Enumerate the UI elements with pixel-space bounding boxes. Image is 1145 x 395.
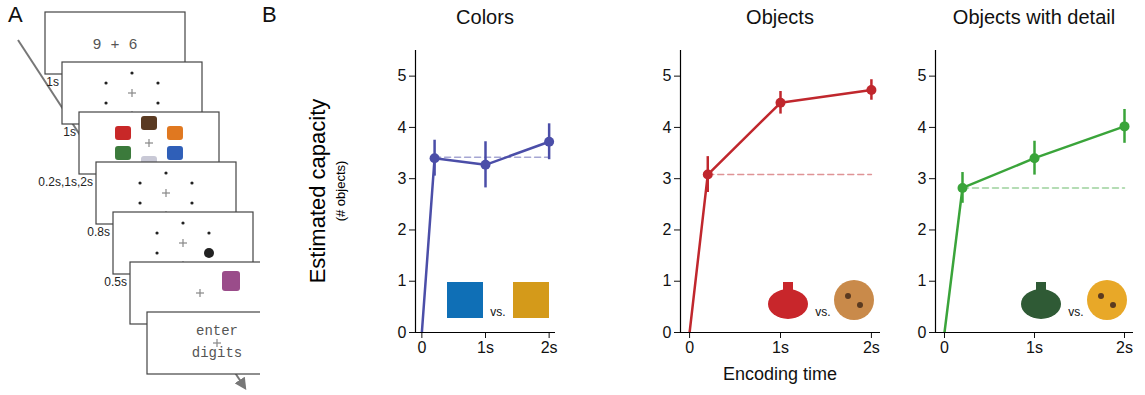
svg-text:1: 1	[918, 272, 927, 289]
html-text:A: A	[8, 2, 23, 27]
svg-text:2s: 2s	[863, 339, 880, 356]
svg-text:vs.: vs.	[490, 305, 505, 319]
svg-text:9 + 6: 9 + 6	[92, 37, 137, 54]
html-text:(# objects): (# objects)	[333, 160, 348, 222]
svg-text:1s: 1s	[772, 339, 789, 356]
svg-text:1: 1	[398, 272, 407, 289]
svg-text:1s: 1s	[46, 75, 59, 89]
svg-text:5: 5	[663, 67, 672, 84]
svg-text:0.2s,1s,2s: 0.2s,1s,2s	[38, 175, 93, 189]
svg-text:digits: digits	[192, 345, 242, 361]
svg-text:0: 0	[918, 324, 927, 341]
svg-text:4: 4	[663, 119, 672, 136]
svg-text:5: 5	[398, 67, 407, 84]
html-text:Objects with detail: Objects with detail	[952, 6, 1116, 28]
html-text:Objects: Objects	[746, 6, 814, 28]
svg-text:2s: 2s	[1116, 339, 1133, 356]
svg-text:0: 0	[940, 339, 949, 356]
svg-text:enter: enter	[196, 323, 238, 339]
svg-text:0: 0	[663, 324, 672, 341]
svg-text:3: 3	[398, 170, 407, 187]
html-text:Colors: Colors	[456, 6, 514, 28]
svg-text:5: 5	[918, 67, 927, 84]
svg-text:0: 0	[398, 324, 407, 341]
svg-text:vs.: vs.	[815, 305, 830, 319]
svg-text:4: 4	[918, 119, 927, 136]
svg-text:0.5s: 0.5s	[104, 275, 127, 289]
html-text:Encoding time: Encoding time	[723, 364, 837, 384]
html-text:Estimated capacity: Estimated capacity	[305, 98, 330, 284]
svg-text:1s: 1s	[63, 125, 76, 139]
svg-text:2: 2	[663, 221, 672, 238]
svg-text:1s: 1s	[1026, 339, 1043, 356]
svg-text:4: 4	[398, 119, 407, 136]
svg-text:0.8s: 0.8s	[87, 225, 110, 239]
html-text:B: B	[262, 2, 277, 27]
svg-text:2: 2	[398, 221, 407, 238]
svg-text:1s: 1s	[477, 339, 494, 356]
svg-text:3: 3	[918, 170, 927, 187]
svg-text:0: 0	[417, 339, 426, 356]
svg-text:vs.: vs.	[1068, 305, 1083, 319]
svg-text:0: 0	[685, 339, 694, 356]
svg-text:3: 3	[663, 170, 672, 187]
svg-text:2: 2	[918, 221, 927, 238]
svg-text:1: 1	[663, 272, 672, 289]
svg-text:2s: 2s	[541, 339, 558, 356]
